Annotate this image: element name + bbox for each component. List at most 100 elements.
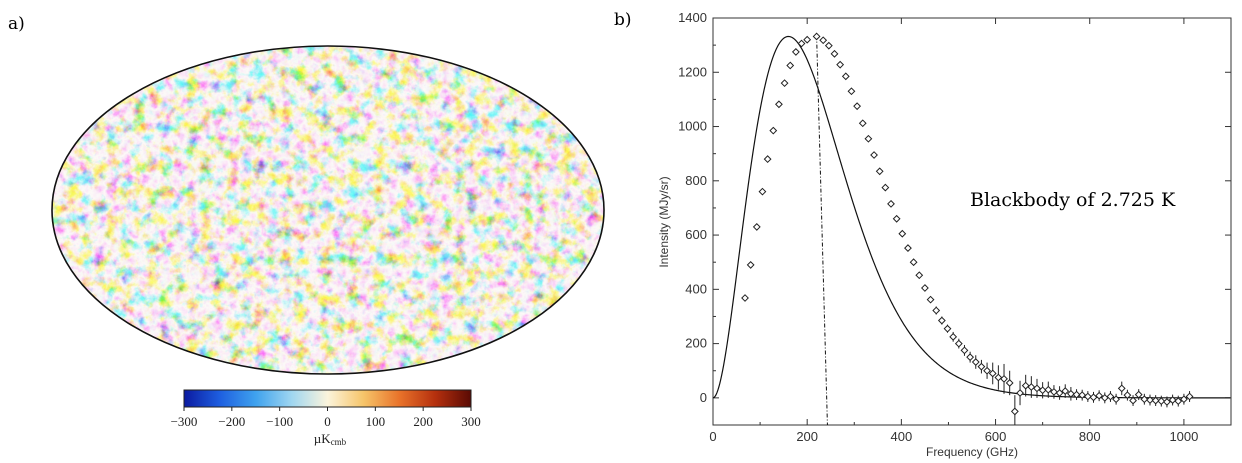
- data-point: [1061, 387, 1070, 395]
- colorbar-tick-label: 0: [324, 414, 331, 429]
- data-point: [1038, 386, 1047, 395]
- data-point: [1117, 384, 1126, 393]
- colorbar-tick-label: −100: [266, 414, 293, 429]
- data-point: [1072, 390, 1081, 399]
- data-point: [812, 32, 821, 41]
- y-axis-title: Intensity (MJy/sr): [657, 176, 671, 267]
- data-point: [904, 244, 912, 252]
- data-point: [1106, 392, 1115, 401]
- data-point: [1050, 387, 1058, 396]
- data-point: [1185, 392, 1194, 401]
- data-point: [1146, 396, 1154, 404]
- data-point: [960, 346, 969, 355]
- data-point: [1123, 391, 1132, 400]
- x-tick-label: 800: [1079, 429, 1101, 444]
- data-point: [1163, 398, 1171, 406]
- data-point: [971, 358, 980, 366]
- data-point: [1180, 395, 1188, 404]
- colorbar-ticks: −300 −200 −100 0 100 200 300: [171, 407, 481, 429]
- y-tick-label: 200: [685, 336, 707, 351]
- data-point: [988, 369, 997, 378]
- data-point: [875, 167, 884, 176]
- panel-a-label: a): [8, 14, 25, 34]
- blackbody-annotation: Blackbody of 2.725 K: [970, 189, 1176, 211]
- panel-b-label: b): [614, 10, 632, 30]
- data-point: [1151, 396, 1160, 405]
- data-point: [752, 223, 761, 231]
- data-point: [758, 187, 767, 196]
- data-point: [824, 41, 833, 50]
- data-point: [864, 134, 873, 143]
- y-tick-label: 600: [685, 227, 707, 242]
- data-point: [786, 61, 795, 70]
- data-point: [932, 306, 941, 315]
- data-point: [887, 199, 895, 208]
- colorbar-tick-label: 200: [413, 414, 433, 429]
- data-point: [841, 72, 850, 81]
- measurement-points: [741, 32, 1194, 425]
- data-point: [1140, 395, 1149, 404]
- data-point: [937, 316, 946, 325]
- data-point: [780, 79, 789, 88]
- y-tick-label: 0: [700, 390, 707, 405]
- colorbar: −300 −200 −100 0 100 200 300 µKcmb: [171, 389, 481, 447]
- y-tick-label: 1000: [678, 119, 707, 134]
- data-point: [977, 362, 986, 371]
- data-point: [921, 284, 929, 292]
- peak-shift-line: [816, 35, 828, 425]
- data-point: [853, 102, 862, 111]
- data-point: [746, 261, 755, 269]
- spectrum-plot: 0 200 400 600 800 1000 0 200 400 600 800 1000 1200 14…: [657, 10, 1232, 459]
- x-axis-title: Frequency (GHz): [926, 445, 1018, 459]
- cmb-temperature-field: [52, 46, 604, 374]
- data-point: [898, 229, 907, 238]
- data-point: [1066, 389, 1075, 398]
- data-point: [1174, 397, 1183, 406]
- data-point: [1010, 407, 1019, 416]
- y-tick-label: 400: [685, 281, 707, 296]
- colorbar-tick-label: −200: [218, 414, 245, 429]
- data-point: [1033, 384, 1041, 393]
- map-outline: [51, 45, 605, 375]
- data-point: [1005, 379, 1014, 387]
- data-point: [791, 48, 800, 56]
- data-point: [769, 126, 778, 135]
- data-point: [909, 258, 918, 267]
- data-point: [1055, 389, 1064, 397]
- data-point: [741, 294, 749, 302]
- data-point: [1078, 391, 1087, 400]
- data-point: [819, 36, 828, 45]
- data-point: [775, 100, 783, 109]
- data-point: [892, 214, 901, 223]
- x-tick-label: 400: [891, 429, 913, 444]
- data-point: [954, 339, 963, 348]
- data-point: [926, 295, 935, 304]
- plot-frame: [712, 17, 1232, 426]
- data-point: [858, 119, 867, 128]
- x-tick-label: 600: [985, 429, 1007, 444]
- data-point: [966, 353, 975, 362]
- y-tick-label: 1200: [678, 64, 707, 79]
- x-tick-label: 1000: [1169, 429, 1198, 444]
- data-point: [847, 87, 856, 96]
- colorbar-unit: µKcmb: [314, 431, 347, 447]
- y-tick-label: 1400: [678, 10, 707, 25]
- data-point: [983, 366, 991, 375]
- data-point: [1134, 390, 1143, 399]
- data-point: [943, 324, 952, 333]
- data-point: [803, 35, 812, 44]
- axis-ticks: 0 200 400 600 800 1000 0 200 400 600 800 1000 1200 14…: [678, 10, 1231, 444]
- data-point: [1083, 392, 1092, 401]
- data-point: [915, 271, 924, 280]
- blackbody-fit-curve: [713, 35, 1231, 399]
- data-point: [994, 373, 1003, 382]
- data-point: [1000, 374, 1008, 383]
- data-point: [1027, 383, 1036, 391]
- data-point: [1129, 396, 1137, 405]
- y-tick-label: 800: [685, 173, 707, 188]
- data-point: [763, 155, 772, 164]
- data-point: [1095, 391, 1104, 400]
- data-point: [949, 332, 958, 341]
- data-point: [836, 60, 845, 69]
